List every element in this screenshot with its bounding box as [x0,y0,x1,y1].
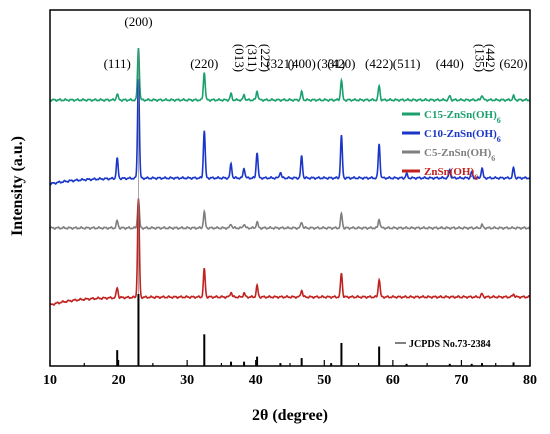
hkl-label: (321) [266,56,294,71]
hkl-label: (220) [190,56,218,71]
legend-entry: C5-ZnSn(OH)6 [424,147,495,163]
reference-label: JCPDS No.73-2384 [409,339,491,350]
legend-entry: C10-ZnSn(OH)6 [424,128,501,144]
axes: 10 20 30 40 50 60 70 80 [43,9,537,388]
x-tick-label: 20 [112,373,126,388]
hkl-label: (331) [317,56,345,71]
x-tick-label: 60 [386,373,400,388]
hkl-labels: (111) (200) (220) (013)(311)(222)(321)(400)… [104,14,528,72]
hkl-label: (135) [473,44,488,72]
hkl-label: (111) [104,56,131,71]
x-tick-label: 40 [249,373,263,388]
x-tick-label: 50 [317,373,331,388]
hkl-label: (442) [483,44,498,72]
legend: C15-ZnSn(OH)6 C10-ZnSn(OH)6 C5-ZnSn(OH)6 Zn… [402,109,501,182]
x-tick-label: 70 [454,373,468,388]
plot-area [49,47,531,366]
series-line-2 [49,79,531,186]
hkl-label: (420) [327,56,355,71]
hkl-label: (511) [393,56,421,71]
hkl-label: (013) [232,44,247,72]
x-axis-title: 2θ (degree) [252,407,328,424]
legend-entry: C15-ZnSn(OH)6 [424,109,501,125]
hkl-label: (200) [124,14,152,29]
hkl-label: (422) [365,56,393,71]
series-line-1 [49,47,531,103]
hkl-label: (440) [436,56,464,71]
x-tick-label: 10 [43,373,57,388]
series-line-3 [49,200,531,231]
x-tick-label: 30 [180,373,194,388]
hkl-label: (311) [245,44,260,72]
legend-entry: ZnSn(OH)6 [424,166,478,182]
hkl-label: (400) [288,56,316,71]
hkl-label: (620) [499,56,527,71]
x-tick-label: 80 [523,373,537,388]
reference-pattern: JCPDS No.73-2384 [116,294,515,366]
y-axis-title: Intensity (a.u.) [9,136,26,236]
hkl-label: (222) [258,44,273,72]
series-line-4 [49,198,531,306]
